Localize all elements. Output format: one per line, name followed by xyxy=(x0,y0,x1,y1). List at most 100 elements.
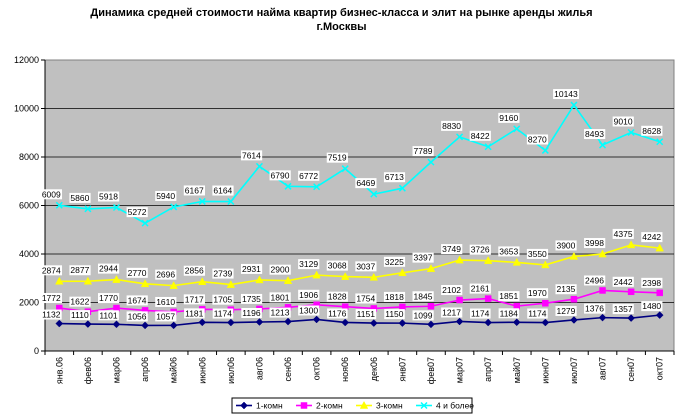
data-point xyxy=(226,280,236,288)
data-point xyxy=(484,318,493,327)
data-label-bg xyxy=(269,292,291,303)
data-point xyxy=(627,288,635,296)
data-label-bg xyxy=(498,291,520,302)
data-label-bg xyxy=(327,308,348,319)
y-tick-label: 4000 xyxy=(19,249,39,259)
data-label: 1174 xyxy=(528,309,547,319)
data-label-bg xyxy=(126,267,148,278)
x-tick-label: мар07 xyxy=(455,357,465,383)
data-label: 3726 xyxy=(471,245,490,255)
data-label: 1376 xyxy=(585,304,604,314)
data-label-bg xyxy=(240,263,263,274)
data-label: 1150 xyxy=(385,309,404,319)
data-label-bg xyxy=(41,309,62,320)
data-label: 1357 xyxy=(614,304,633,314)
data-label-bg xyxy=(641,125,663,136)
data-label: 1101 xyxy=(99,310,118,320)
data-label-bg xyxy=(469,130,491,141)
data-label-bg xyxy=(470,308,491,319)
data-label-bg xyxy=(555,305,577,316)
data-point xyxy=(484,295,492,302)
y-tick-label: 0 xyxy=(34,346,39,356)
data-label: 1770 xyxy=(99,293,118,303)
data-point xyxy=(170,203,178,211)
data-label-bg xyxy=(441,244,463,255)
data-point xyxy=(513,125,521,133)
data-label: 1057 xyxy=(156,311,175,321)
data-label-bg xyxy=(612,276,634,287)
data-point xyxy=(369,319,378,327)
data-point xyxy=(656,289,663,297)
data-point xyxy=(599,287,606,294)
data-label: 5940 xyxy=(156,191,175,201)
data-label: 3550 xyxy=(528,249,547,259)
data-point xyxy=(55,201,63,209)
data-label: 1213 xyxy=(271,308,290,318)
gridlines xyxy=(45,108,674,303)
data-label: 3225 xyxy=(385,257,404,267)
data-point xyxy=(456,133,464,141)
data-labels-layer: 1132 1110 1101 1056 1057 1181 1174 1196 1213 1300… xyxy=(40,89,663,322)
data-label: 8422 xyxy=(471,131,490,141)
data-label: 2496 xyxy=(585,275,604,285)
data-label: 8270 xyxy=(528,134,547,144)
data-label-bg xyxy=(498,112,520,123)
data-label-bg xyxy=(183,294,205,305)
data-point xyxy=(627,314,635,322)
data-point xyxy=(313,183,321,191)
data-label: 5860 xyxy=(70,193,89,203)
x-tick-label: апр06 xyxy=(140,357,150,382)
data-label-bg xyxy=(326,152,348,163)
data-label-bg xyxy=(240,150,263,161)
x-tick-label: окт07 xyxy=(655,357,665,380)
data-label: 1110 xyxy=(71,310,89,320)
data-point xyxy=(140,279,150,288)
data-label: 1132 xyxy=(42,310,61,320)
data-point xyxy=(255,162,263,170)
series-line-2 xyxy=(59,289,660,313)
legend-item: 2-комн xyxy=(296,401,343,411)
data-label: 6713 xyxy=(385,172,404,182)
y-tick-label: 8000 xyxy=(19,152,39,162)
legend-label: 3-комн xyxy=(376,401,403,411)
data-label: 3998 xyxy=(585,238,604,248)
data-point xyxy=(226,318,235,327)
data-label: 7519 xyxy=(328,153,347,163)
data-label: 2874 xyxy=(42,265,61,275)
data-point xyxy=(84,205,92,213)
data-label: 5918 xyxy=(99,191,118,201)
data-label-bg xyxy=(441,285,463,296)
data-label: 1174 xyxy=(471,309,490,319)
data-label-bg xyxy=(298,259,320,270)
data-point xyxy=(300,402,308,409)
x-tick-label: июл07 xyxy=(569,357,579,384)
data-point xyxy=(456,296,463,304)
data-label: 1906 xyxy=(299,290,318,300)
x-axis-ticks: янв.06 фев06 мар06 апр06 май06 июн06 июл06 авг0… xyxy=(44,351,675,384)
data-label-bg xyxy=(70,310,90,321)
data-label-bg xyxy=(212,294,234,305)
data-point xyxy=(398,184,406,192)
data-label-bg xyxy=(98,263,120,274)
data-point xyxy=(541,146,549,154)
data-point xyxy=(655,311,664,319)
data-label: 1174 xyxy=(214,309,233,319)
data-point xyxy=(284,182,292,190)
data-label: 1480 xyxy=(642,301,661,311)
data-point xyxy=(198,318,207,327)
data-label-bg xyxy=(98,191,120,202)
data-label: 2856 xyxy=(185,266,204,276)
data-point xyxy=(198,197,206,205)
data-label-bg xyxy=(498,308,520,319)
data-label-bg xyxy=(612,116,634,127)
data-label-bg xyxy=(641,277,663,288)
data-label-bg xyxy=(384,309,405,320)
data-point xyxy=(341,318,350,327)
data-label: 6790 xyxy=(271,170,290,180)
legend-label: 1-комн xyxy=(256,401,283,411)
data-point xyxy=(598,313,607,322)
x-tick-label: май06 xyxy=(169,357,179,383)
x-tick-label: ноя06 xyxy=(340,357,350,382)
data-label-bg xyxy=(584,275,606,286)
data-point xyxy=(283,276,293,284)
